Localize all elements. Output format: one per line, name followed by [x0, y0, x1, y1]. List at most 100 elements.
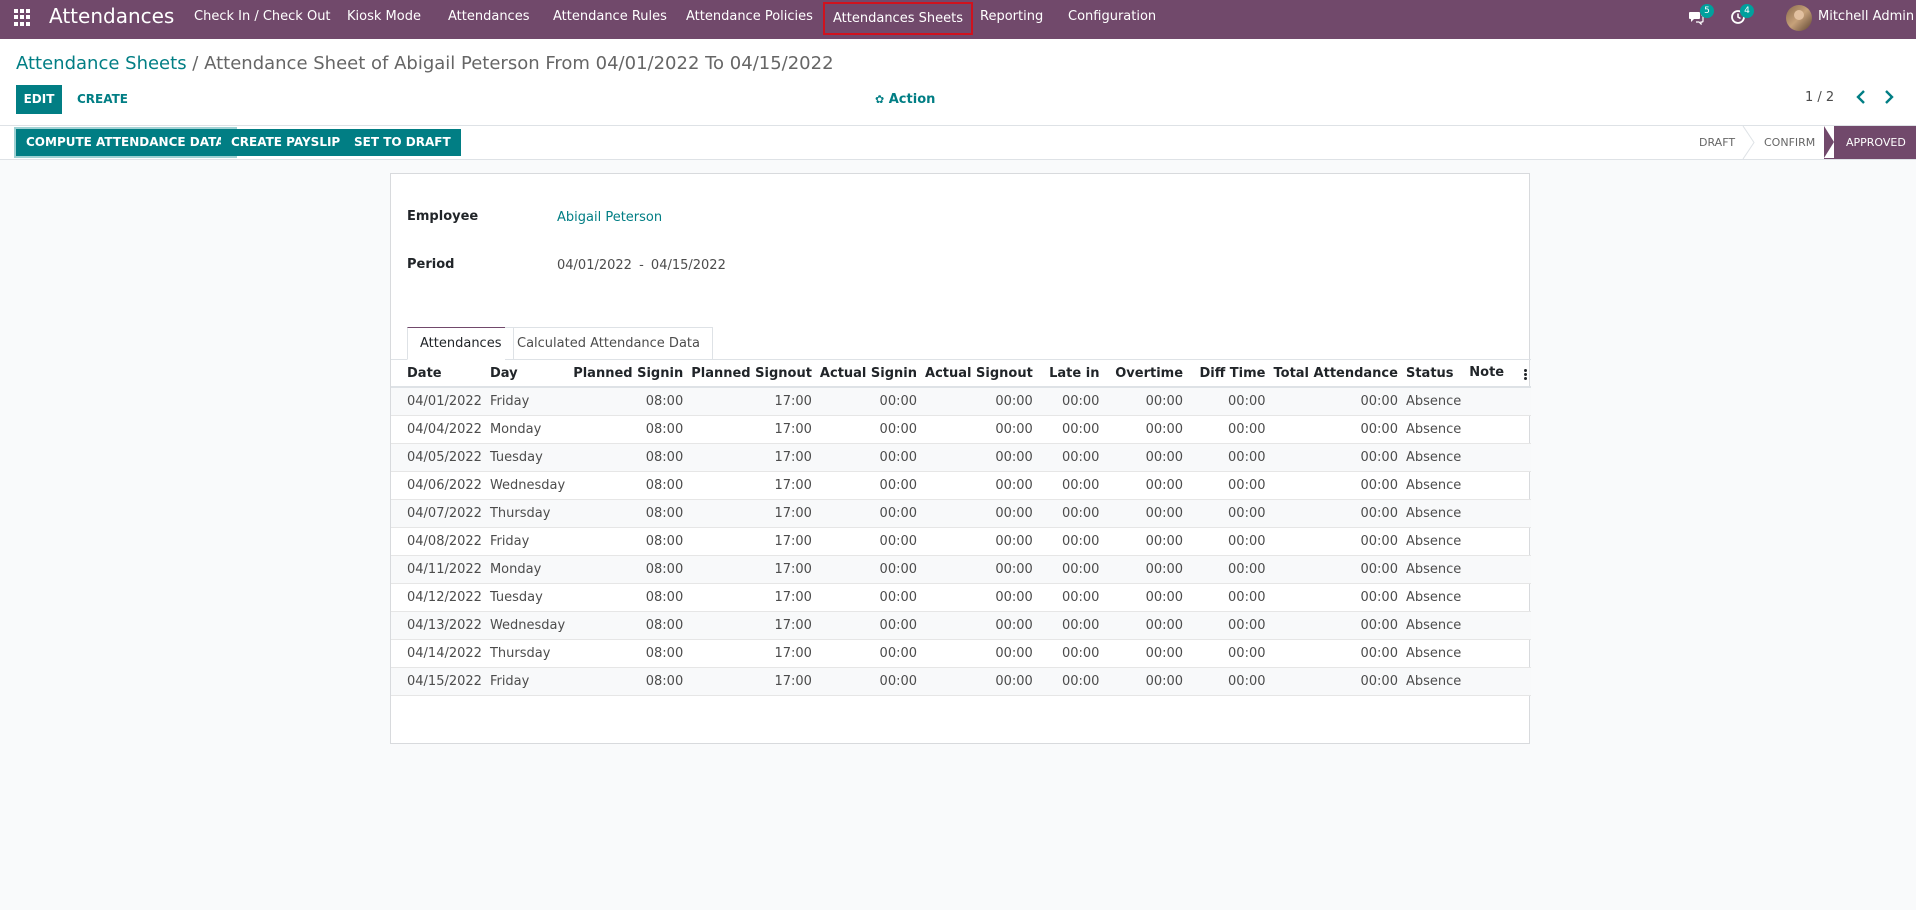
table-cell: 00:00: [1269, 667, 1402, 696]
table-cell: Absence: [1401, 611, 1466, 640]
table-cell: 00:00: [1269, 387, 1402, 416]
compute-attendance-button[interactable]: Compute Attendance Data: [16, 129, 235, 156]
menu-kiosk-mode[interactable]: Kiosk Mode: [347, 9, 421, 24]
table-cell: Monday: [485, 555, 570, 584]
table-cell: 04/11/2022: [391, 555, 486, 584]
table-cell: 00:00: [1036, 527, 1104, 556]
table-cell: 00:00: [1036, 667, 1104, 696]
menu-reporting[interactable]: Reporting: [980, 9, 1044, 24]
table-row[interactable]: 04/11/2022 Monday 08:00 17:00 00:00 00:00 00:0…: [391, 555, 1531, 584]
table-cell: 04/06/2022: [391, 471, 486, 500]
app-brand[interactable]: Attendances: [49, 4, 175, 28]
menu-configuration[interactable]: Configuration: [1068, 9, 1157, 24]
table-cell: 00:00: [921, 555, 1037, 584]
table-cell: 08:00: [569, 471, 688, 500]
column-actual-signout[interactable]: Actual Signout: [921, 360, 1037, 388]
table-cell: 17:00: [687, 527, 816, 556]
table-cell: 00:00: [1187, 583, 1270, 612]
table-row[interactable]: 04/13/2022 Wednesday 08:00 17:00 00:00 00:00 0…: [391, 611, 1531, 640]
column-late-in[interactable]: Late in: [1036, 360, 1104, 388]
table-cell: 00:00: [1036, 499, 1104, 528]
column-day[interactable]: Day: [485, 360, 570, 388]
period-separator: -: [639, 258, 644, 273]
table-cell: 08:00: [569, 583, 688, 612]
table-cell: [1465, 555, 1531, 584]
table-cell: 00:00: [1187, 667, 1270, 696]
menu-check-in-out[interactable]: Check In / Check Out: [194, 9, 331, 24]
edit-button[interactable]: Edit: [16, 85, 62, 114]
pager-value[interactable]: 1 / 2: [1805, 90, 1835, 105]
table-cell: 00:00: [815, 443, 922, 472]
table-row[interactable]: 04/06/2022 Wednesday 08:00 17:00 00:00 00:00 0…: [391, 471, 1531, 500]
messages-badge: 5: [1700, 4, 1714, 18]
table-row[interactable]: 04/12/2022 Tuesday 08:00 17:00 00:00 00:00 00:…: [391, 583, 1531, 612]
avatar[interactable]: [1786, 5, 1812, 31]
table-cell: Wednesday: [485, 471, 570, 500]
table-cell: 17:00: [687, 639, 816, 668]
menu-attendances[interactable]: Attendances: [448, 9, 530, 24]
stage-draft[interactable]: Draft: [1699, 136, 1736, 149]
table-cell: 00:00: [1103, 527, 1188, 556]
kebab-icon[interactable]: [1524, 369, 1527, 381]
table-cell: Friday: [485, 387, 570, 416]
employee-value[interactable]: Abigail Peterson: [557, 210, 663, 225]
table-cell: 00:00: [921, 471, 1037, 500]
stage-separator: [1742, 126, 1755, 159]
table-cell: 00:00: [1269, 415, 1402, 444]
column-planned-signout[interactable]: Planned Signout: [687, 360, 816, 388]
chevron-right-icon[interactable]: [1883, 88, 1895, 110]
table-cell: 08:00: [569, 443, 688, 472]
set-to-draft-button[interactable]: Set To Draft: [344, 129, 461, 156]
table-cell: 08:00: [569, 415, 688, 444]
table-row[interactable]: 04/01/2022 Friday 08:00 17:00 00:00 00:00 00:0…: [391, 387, 1531, 416]
table-cell: 08:00: [569, 667, 688, 696]
table-cell: 17:00: [687, 499, 816, 528]
stage-approved[interactable]: Approved: [1824, 126, 1916, 159]
apps-grid-icon[interactable]: [14, 8, 32, 26]
table-row[interactable]: 04/15/2022 Friday 08:00 17:00 00:00 00:00 00:0…: [391, 667, 1531, 696]
table-cell: Tuesday: [485, 443, 570, 472]
column-note[interactable]: Note: [1465, 360, 1531, 388]
column-actual-signin[interactable]: Actual Signin: [815, 360, 922, 388]
table-cell: 04/04/2022: [391, 415, 486, 444]
breadcrumb-parent[interactable]: Attendance Sheets: [16, 53, 187, 74]
control-panel: Attendance Sheets / Attendance Sheet of …: [0, 39, 1916, 126]
table-cell: 00:00: [815, 611, 922, 640]
column-diff-time[interactable]: Diff Time: [1187, 360, 1270, 388]
table-cell: Absence: [1401, 387, 1466, 416]
table-cell: 17:00: [687, 583, 816, 612]
column-overtime[interactable]: Overtime: [1103, 360, 1188, 388]
action-menu[interactable]: ✿ Action: [875, 92, 935, 107]
table-cell: 00:00: [921, 443, 1037, 472]
table-row[interactable]: 04/08/2022 Friday 08:00 17:00 00:00 00:00 00:0…: [391, 527, 1531, 556]
table-cell: 00:00: [815, 639, 922, 668]
table-row[interactable]: 04/05/2022 Tuesday 08:00 17:00 00:00 00:00 00:…: [391, 443, 1531, 472]
table-cell: 00:00: [1187, 555, 1270, 584]
table-header-row: Date Day Planned Signin Planned Signout …: [391, 360, 1531, 388]
tab-attendances[interactable]: Attendances: [407, 327, 515, 360]
column-total-attendance[interactable]: Total Attendance: [1269, 360, 1402, 388]
table-cell: 17:00: [687, 611, 816, 640]
create-payslip-button[interactable]: Create Payslip: [221, 129, 351, 156]
table-row[interactable]: 04/07/2022 Thursday 08:00 17:00 00:00 00:00 00…: [391, 499, 1531, 528]
stage-confirm[interactable]: Confirm: [1764, 136, 1816, 149]
menu-attendances-sheets[interactable]: Attendances Sheets: [823, 2, 973, 35]
menu-attendance-rules[interactable]: Attendance Rules: [553, 9, 667, 24]
table-cell: 17:00: [687, 387, 816, 416]
table-cell: 00:00: [1036, 443, 1104, 472]
user-menu[interactable]: Mitchell Admin: [1818, 9, 1915, 24]
table-cell: 04/08/2022: [391, 527, 486, 556]
tab-calculated-attendance-data[interactable]: Calculated Attendance Data: [505, 327, 713, 360]
table-cell: 00:00: [921, 499, 1037, 528]
table-cell: 00:00: [1269, 527, 1402, 556]
column-planned-signin[interactable]: Planned Signin: [569, 360, 688, 388]
create-button[interactable]: Create: [77, 92, 128, 106]
table-row[interactable]: 04/14/2022 Thursday 08:00 17:00 00:00 00:00 00…: [391, 639, 1531, 668]
column-date[interactable]: Date: [391, 360, 486, 388]
menu-attendance-policies[interactable]: Attendance Policies: [686, 9, 813, 24]
table-cell: 00:00: [815, 471, 922, 500]
chevron-left-icon[interactable]: [1855, 88, 1867, 110]
column-status[interactable]: Status: [1401, 360, 1466, 388]
table-row[interactable]: 04/04/2022 Monday 08:00 17:00 00:00 00:00 00:0…: [391, 415, 1531, 444]
table-cell: 00:00: [921, 415, 1037, 444]
